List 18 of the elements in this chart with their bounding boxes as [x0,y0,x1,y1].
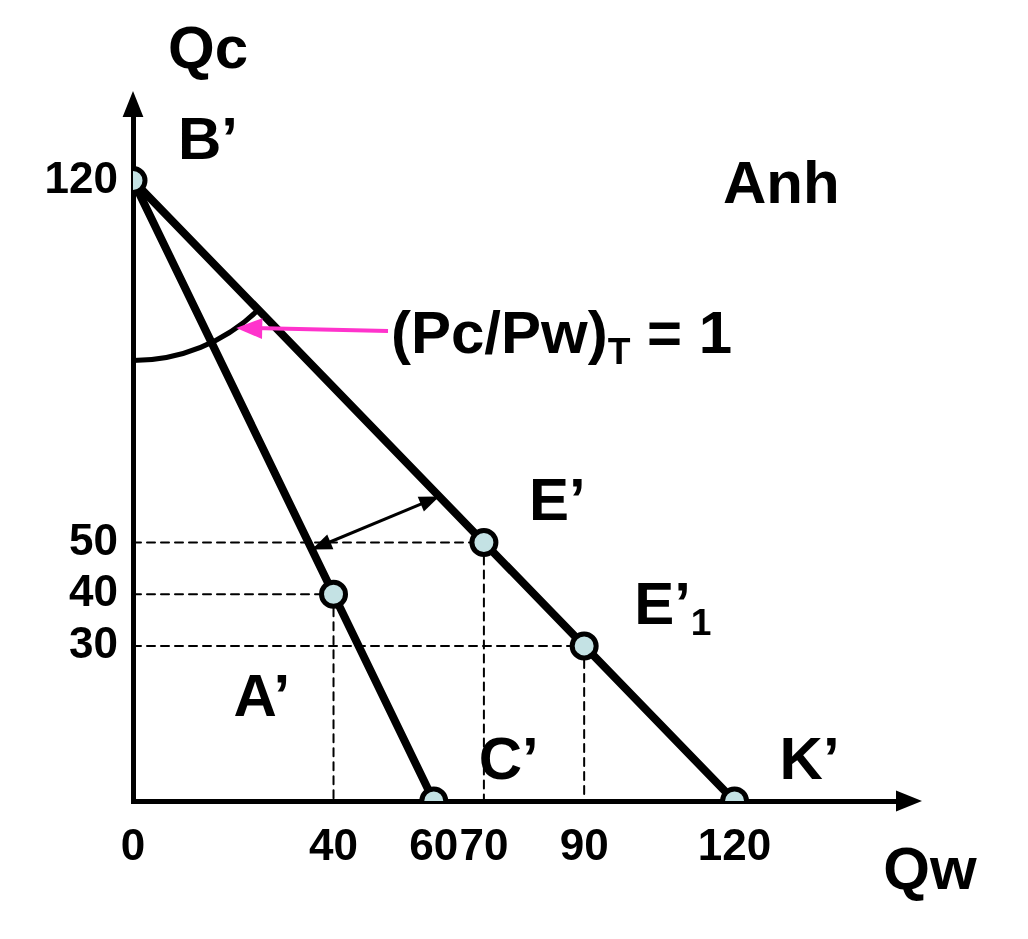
annotation: C’ [478,725,539,792]
y-tick-label: 50 [69,514,118,564]
x-tick-label: 0 [120,819,146,869]
annotation: K’ [779,725,840,792]
x-tick-label: 120 [697,819,772,869]
y-tick-label: 120 [44,152,118,202]
y-tick-label: 40 [69,566,118,616]
x-tick-label: 70 [459,819,509,869]
y-axis-title: Qc [167,14,249,81]
x-tick-label: 40 [309,819,358,869]
annotation: A’ [233,662,291,730]
annotation: B’ [178,104,238,172]
annotation: Anh [723,149,840,216]
x-tick-label: 90 [559,819,609,869]
annotation: E’ [528,466,586,534]
x-axis-title: Qw [883,835,977,902]
y-tick-label: 30 [69,618,118,668]
x-tick-label: 60 [409,819,459,869]
